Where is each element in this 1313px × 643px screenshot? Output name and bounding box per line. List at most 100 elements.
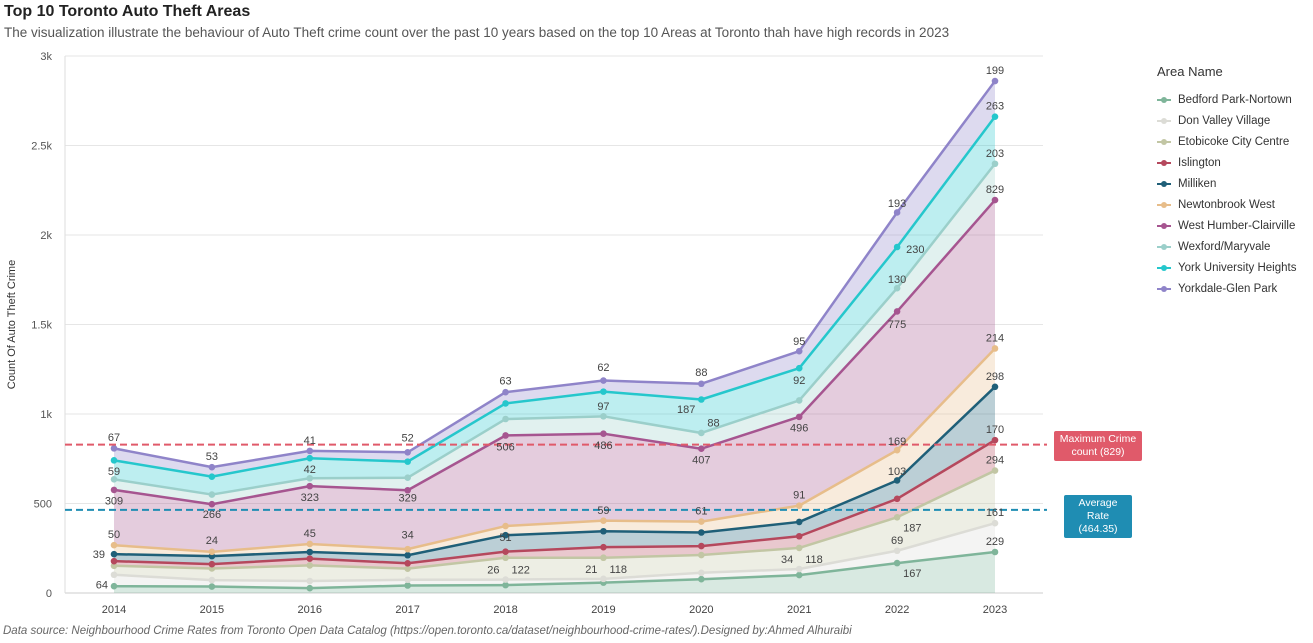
data-point <box>795 413 803 421</box>
data-label: 496 <box>790 423 808 435</box>
y-tick-label: 2k <box>40 230 52 242</box>
data-label: 407 <box>692 455 710 467</box>
data-point <box>502 548 509 555</box>
data-label: 59 <box>597 505 609 517</box>
data-point <box>208 500 216 508</box>
legend-swatch-icon <box>1157 221 1178 231</box>
data-point <box>893 209 901 216</box>
area-band <box>114 116 995 495</box>
data-point <box>404 551 411 559</box>
data-label: 130 <box>888 274 906 286</box>
legend-label: Newtonbrook West <box>1178 198 1275 211</box>
legend-title: Area Name <box>1157 64 1223 79</box>
legend-swatch-icon <box>1157 137 1178 147</box>
legend-item[interactable]: Milliken <box>1157 173 1296 194</box>
data-point <box>795 518 803 526</box>
data-label: 187 <box>903 522 921 534</box>
data-point <box>110 550 118 558</box>
data-point <box>991 519 999 527</box>
legend-label: Islington <box>1178 156 1221 169</box>
data-point <box>698 445 705 453</box>
data-point <box>991 160 999 168</box>
legend-item[interactable]: Newtonbrook West <box>1157 194 1296 215</box>
legend-swatch-icon <box>1157 179 1178 189</box>
x-tick-label: 2016 <box>298 604 322 616</box>
data-point <box>893 243 901 251</box>
data-point <box>991 196 999 204</box>
legend-item[interactable]: Islington <box>1157 152 1296 173</box>
legend-swatch-icon <box>1157 95 1178 105</box>
data-point <box>795 397 803 404</box>
data-label: 67 <box>108 432 120 444</box>
data-label: 329 <box>398 493 416 505</box>
chart-subtitle: The visualization illustrate the behavio… <box>4 25 950 40</box>
series-line <box>113 80 997 469</box>
data-point <box>698 551 705 559</box>
series-line <box>113 550 996 590</box>
legend-item[interactable]: Yorkdale-Glen Park <box>1157 278 1296 299</box>
data-label: 97 <box>597 401 609 413</box>
data-label: 187 <box>677 404 695 416</box>
data-point <box>110 562 118 570</box>
data-label: 775 <box>888 319 906 331</box>
x-tick-label: 2023 <box>983 604 1007 616</box>
legend-item[interactable]: Wexford/Maryvale <box>1157 236 1296 257</box>
data-label: 170 <box>986 424 1004 436</box>
data-point <box>698 429 705 437</box>
data-point <box>306 577 314 585</box>
data-point <box>600 554 607 562</box>
series-line <box>113 385 996 558</box>
data-label: 59 <box>108 466 120 478</box>
data-point <box>502 522 509 530</box>
data-point <box>893 446 901 454</box>
data-label: 69 <box>891 535 903 547</box>
data-point <box>502 415 509 423</box>
chart-title: Top 10 Toronto Auto Theft Areas <box>4 3 251 20</box>
data-label: 266 <box>203 509 221 521</box>
legend-item[interactable]: West Humber-Clairville <box>1157 215 1296 236</box>
data-point <box>893 495 901 503</box>
data-label: 309 <box>105 496 123 508</box>
data-point <box>991 345 999 352</box>
data-point <box>110 486 118 494</box>
series-line <box>113 199 996 506</box>
legend-label: York University Heights <box>1178 261 1297 274</box>
legend: Area Name Bedford Park-Nortown Don Valley… <box>1157 64 1296 299</box>
data-point <box>502 432 509 439</box>
data-point <box>404 486 411 494</box>
y-tick-label: 3k <box>40 51 52 63</box>
x-tick-label: 2018 <box>493 604 517 616</box>
data-point <box>502 581 509 589</box>
data-label: 167 <box>903 568 921 580</box>
data-point <box>600 543 607 551</box>
data-point <box>110 476 118 483</box>
data-point <box>893 559 901 567</box>
legend-item[interactable]: York University Heights <box>1157 257 1296 278</box>
data-label: 169 <box>888 436 906 448</box>
data-point <box>306 562 314 569</box>
data-point <box>991 113 999 120</box>
x-tick-label: 2014 <box>102 604 126 616</box>
data-point <box>698 518 705 525</box>
data-point <box>991 467 999 474</box>
legend-item[interactable]: Don Valley Village <box>1157 110 1296 131</box>
legend-swatch-icon <box>1157 158 1178 168</box>
legend-label: Wexford/Maryvale <box>1178 240 1271 253</box>
data-label: 199 <box>986 65 1004 77</box>
data-point <box>893 547 901 555</box>
data-point <box>893 308 901 315</box>
legend-item[interactable]: Bedford Park-Nortown <box>1157 89 1296 110</box>
data-point <box>795 502 803 509</box>
data-point <box>893 284 901 292</box>
auto-theft-chart: 0 500 1k 1.5k 2k 2.5k 3k 2014 2015 2016 2017 2018 20… <box>6 51 1047 616</box>
area-band <box>114 163 995 505</box>
data-label: 26 <box>487 565 499 577</box>
data-label: 41 <box>304 435 316 447</box>
legend-item[interactable]: Etobicoke City Centre <box>1157 131 1296 152</box>
data-point <box>110 557 118 565</box>
data-point <box>502 400 509 407</box>
data-point <box>404 545 411 553</box>
data-label: 103 <box>888 466 906 478</box>
y-tick-label: 2.5k <box>31 141 52 153</box>
data-label: 34 <box>781 554 793 566</box>
